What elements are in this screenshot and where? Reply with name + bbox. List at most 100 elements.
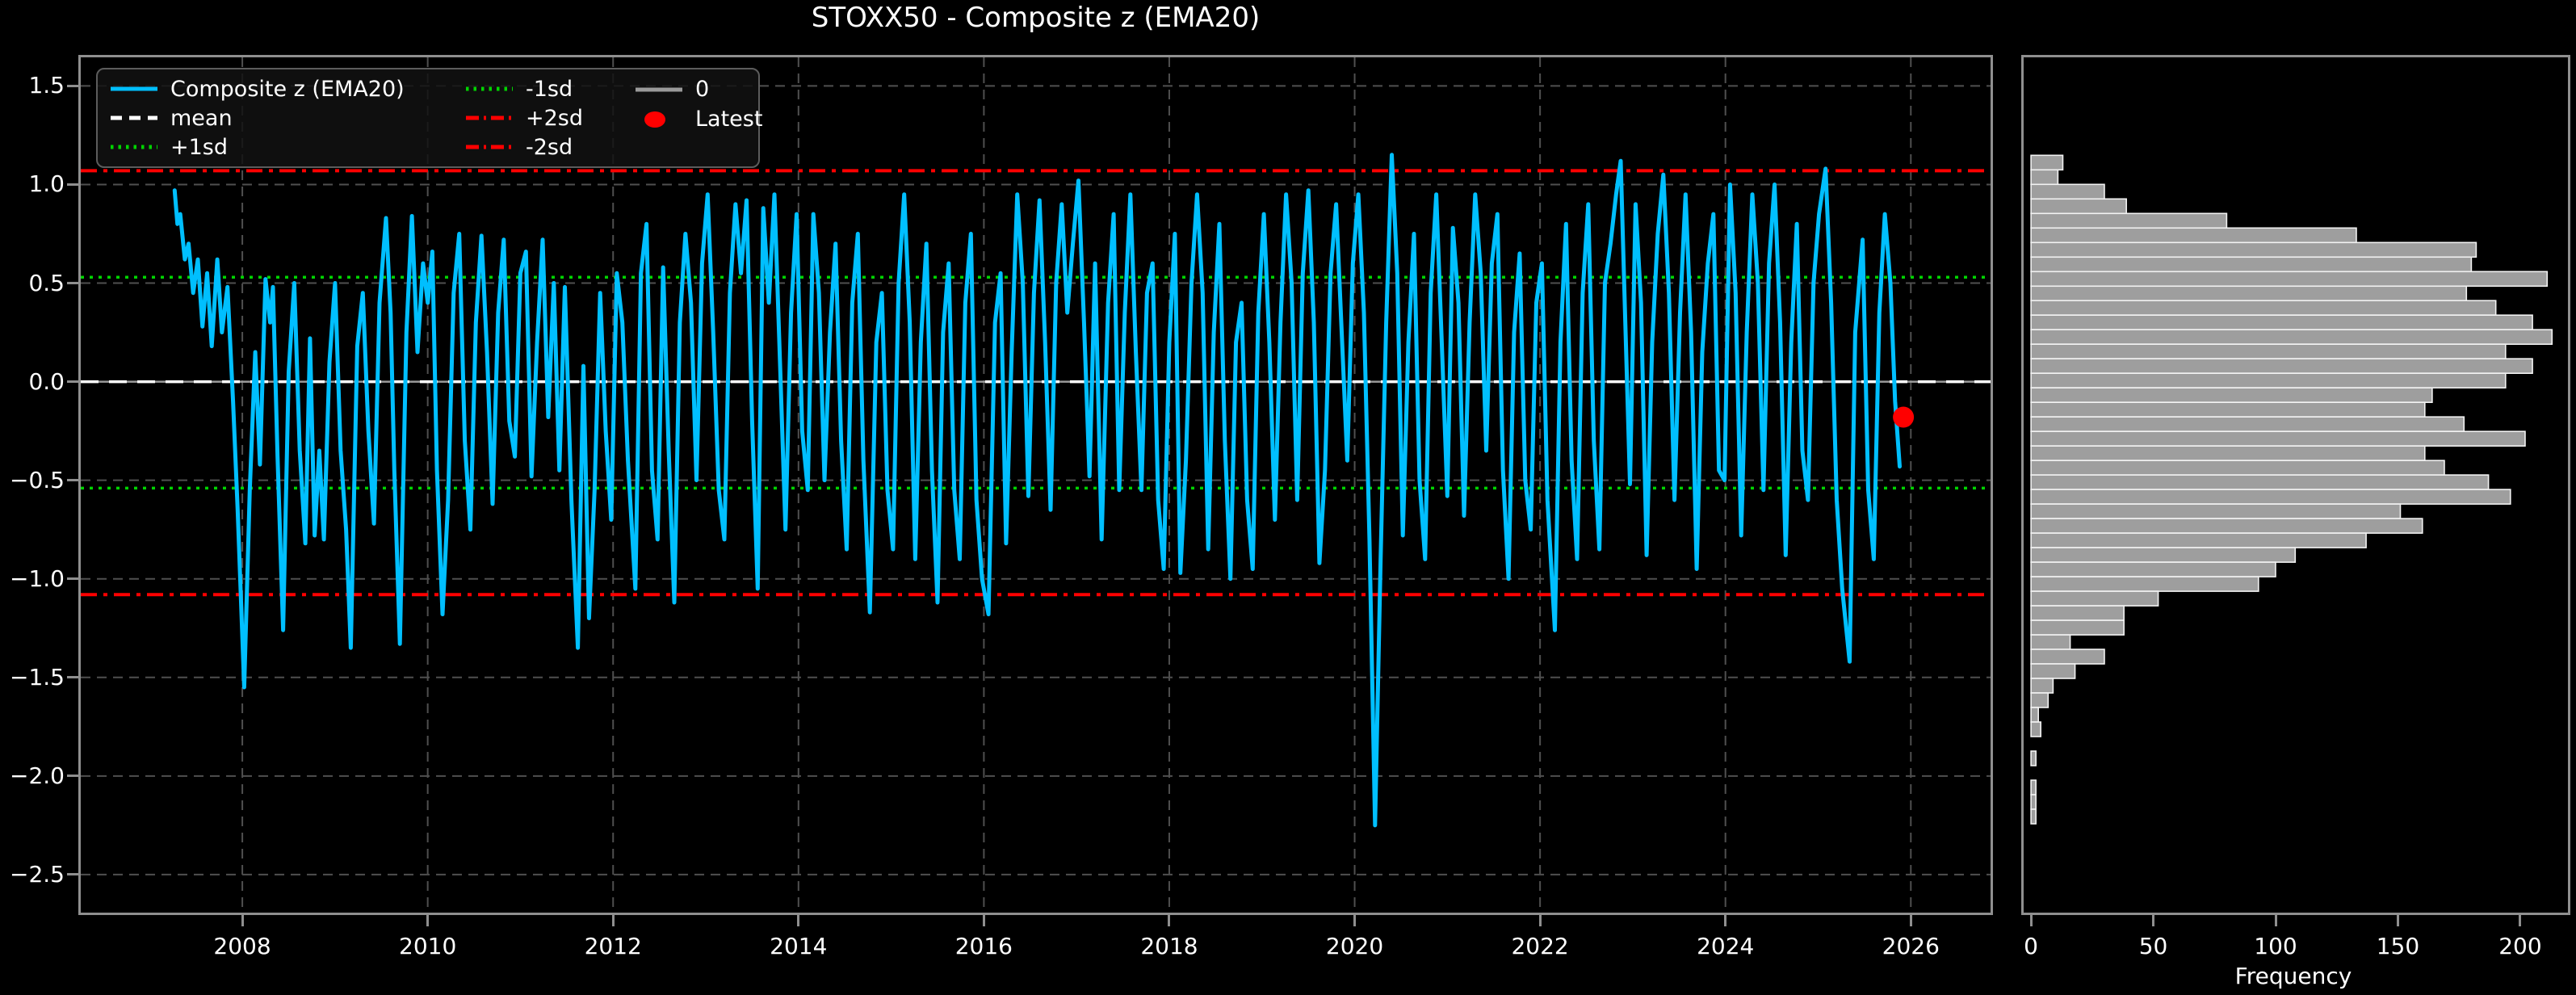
frequency-bar [2030,314,2533,331]
x-tick-mark [241,915,244,926]
frequency-bar [2030,619,2125,636]
legend-swatch-canvas [644,111,665,128]
hist-x-tick-mark [2396,915,2399,926]
frequency-bar [2030,474,2490,490]
frequency-bar [2030,678,2054,694]
frequency-bar [2030,532,2367,548]
x-tick-mark [611,915,615,926]
legend-label: Composite z (EMA20) [170,76,405,102]
y-tick-label: 0.5 [28,269,65,296]
legend-swatch-canvas [466,86,513,91]
legend: Composite z (EMA20) mean +1sd -1sd +2sd [96,68,762,168]
legend-label: 0 [695,77,710,102]
frequency-bar [2030,707,2039,723]
y-tick-mark [67,676,78,679]
y-tick-label: 1.5 [28,72,65,99]
y-tick-label: −2.0 [10,762,65,789]
legend-item-mean: mean [109,103,464,132]
x-tick-mark [426,915,430,926]
frequency-bar [2030,285,2468,302]
hist-x-tick-label: 150 [2376,933,2420,959]
frequency-bar [2030,634,2071,650]
legend-label: -2sd [526,134,573,160]
y-tick-mark [67,282,78,285]
frequency-bar [2030,329,2553,346]
y-tick-mark [67,479,78,482]
legend-swatch-canvas [111,145,157,149]
minus2sd-line-swatch-icon [464,138,514,156]
x-tick-label: 2016 [954,933,1013,959]
x-tick-label: 2008 [213,933,271,959]
y-tick-label: −0.5 [10,466,65,493]
frequency-bar [2030,154,2064,171]
main-plot [78,55,1993,915]
frequency-bar [2030,343,2507,360]
frequency-bar [2030,430,2526,447]
legend-label: mean [170,105,233,131]
frequency-bar [2030,808,2037,825]
histogram-xaxis-label: Frequency [2234,963,2352,989]
frequency-bar [2030,460,2445,477]
frequency-bar [2030,649,2105,665]
legend-item-latest: Latest [634,104,762,134]
frequency-bar [2030,372,2507,389]
legend-label: Latest [695,107,763,132]
mean-line-swatch-icon [109,109,159,127]
x-tick-label: 2026 [1882,933,1940,959]
frequency-bar [2030,212,2228,229]
legend-item-composite: Composite z (EMA20) [109,74,464,103]
frequency-bar [2030,547,2297,563]
frequency-bar [2030,561,2276,577]
legend-label: +1sd [170,134,229,160]
frequency-bar [2030,518,2423,534]
plus1sd-line-swatch-icon [109,138,159,156]
legend-swatch-canvas [636,87,682,91]
frequency-bar [2030,198,2127,215]
hist-x-tick-mark [2519,915,2522,926]
x-tick-label: 2020 [1325,933,1384,959]
hist-x-tick-mark [2152,915,2155,926]
composite-line-swatch-icon [109,80,159,98]
y-tick-label: 1.0 [28,170,65,198]
histogram-canvas [2030,154,2553,825]
x-tick-mark [1538,915,1542,926]
x-tick-label: 2018 [1140,933,1198,959]
x-tick-mark [1724,915,1727,926]
legend-item-zero: 0 [634,74,747,104]
x-tick-label: 2014 [770,933,828,959]
chart-title: STOXX50 - Composite z (EMA20) [811,2,1261,34]
legend-item-plus1sd: +1sd [109,132,464,162]
legend-label: +2sd [526,105,584,131]
frequency-bar [2030,169,2059,186]
hist-x-tick-label: 0 [2024,933,2038,959]
legend-swatch-canvas [466,145,513,149]
frequency-bar [2030,271,2549,288]
y-tick-label: 0.0 [28,367,65,395]
legend-column-2: -1sd +2sd -2sd [464,74,634,162]
frequency-bar [2030,358,2533,375]
y-tick-mark [67,577,78,581]
x-tick-label: 2024 [1697,933,1755,959]
legend-swatch-canvas [111,115,157,120]
y-tick-mark [67,380,78,384]
x-tick-mark [797,915,800,926]
frequency-bar [2030,590,2159,607]
frequency-bar [2030,489,2511,505]
frequency-bar [2030,794,2037,810]
x-tick-label: 2010 [399,933,457,959]
latest-dot-icon [644,111,665,128]
frequency-bar [2030,445,2426,462]
zero-line-swatch-icon [634,81,684,99]
hist-x-tick-mark [2029,915,2033,926]
y-tick-mark [67,775,78,778]
hist-x-tick-label: 200 [2498,933,2542,959]
x-tick-mark [982,915,985,926]
minus1sd-line-swatch-icon [464,80,514,98]
legend-item-minus2sd: -2sd [464,132,634,162]
y-tick-mark [67,873,78,876]
hist-x-tick-mark [2274,915,2277,926]
frequency-bar [2030,692,2049,708]
y-tick-mark [67,183,78,186]
frequency-bar [2030,663,2076,679]
